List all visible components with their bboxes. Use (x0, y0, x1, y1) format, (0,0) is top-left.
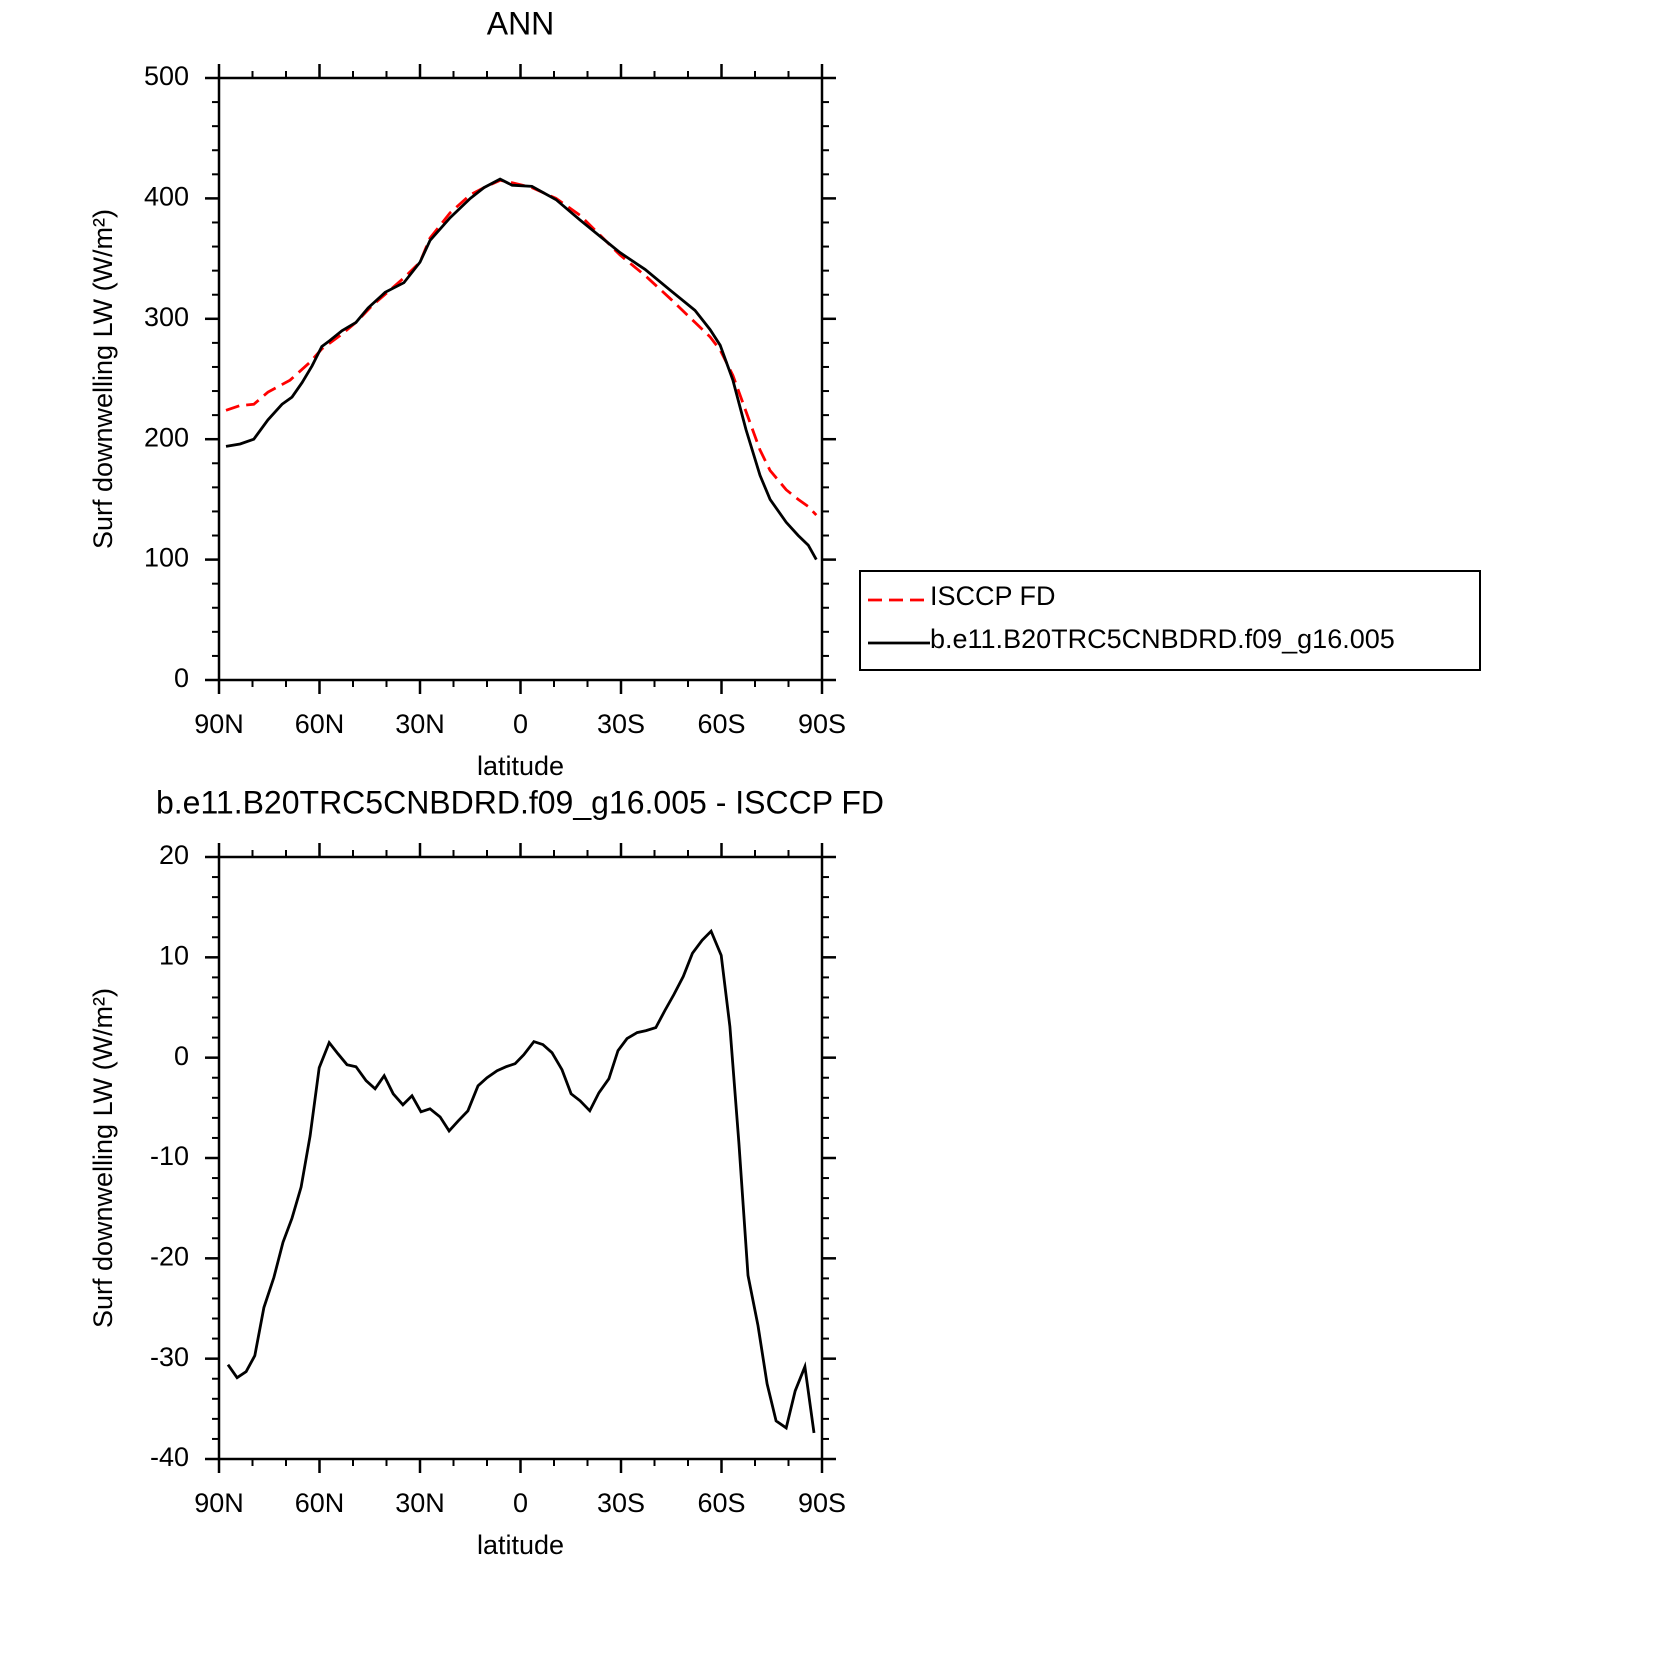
y-tick-label: 400 (144, 182, 189, 212)
data-line (226, 928, 816, 1434)
legend-label: ISCCP FD (930, 581, 1056, 611)
y-tick-label: 300 (144, 302, 189, 332)
y-tick-label: -20 (150, 1241, 189, 1271)
y-tick-label: 200 (144, 422, 189, 452)
y-tick-label: -30 (150, 1342, 189, 1372)
y-tick-label: -10 (150, 1141, 189, 1171)
data-line (225, 178, 818, 517)
x-tick-label: 90N (194, 709, 244, 739)
x-tick-label: 90S (798, 1488, 846, 1518)
legend-label: b.e11.B20TRC5CNBDRD.f09_g16.005 (930, 624, 1395, 654)
x-tick-label: 60N (295, 1488, 345, 1518)
y-axis-label: Surf downwelling LW (W/m²) (88, 209, 118, 549)
y-axis-label: Surf downwelling LW (W/m²) (88, 988, 118, 1328)
y-tick-label: -40 (150, 1442, 189, 1472)
x-tick-label: 30N (395, 1488, 445, 1518)
x-tick-label: 60S (697, 709, 745, 739)
x-tick-label: 30S (597, 1488, 645, 1518)
x-axis-label: latitude (477, 1530, 564, 1560)
x-tick-label: 30N (395, 709, 445, 739)
x-tick-label: 0 (513, 1488, 528, 1518)
chart-title: b.e11.B20TRC5CNBDRD.f09_g16.005 - ISCCP … (156, 784, 884, 820)
data-line (225, 177, 818, 561)
y-tick-label: 500 (144, 61, 189, 91)
y-tick-label: 0 (174, 663, 189, 693)
legend-box (859, 570, 1481, 671)
y-tick-label: 0 (174, 1041, 189, 1071)
plot-frame (217, 855, 824, 1461)
y-tick-label: 10 (159, 940, 189, 970)
x-axis-label: latitude (477, 751, 564, 781)
y-tick-label: 100 (144, 543, 189, 573)
y-tick-label: 20 (159, 840, 189, 870)
x-tick-label: 90N (194, 1488, 244, 1518)
x-tick-label: 0 (513, 709, 528, 739)
x-tick-label: 90S (798, 709, 846, 739)
x-tick-label: 30S (597, 709, 645, 739)
x-tick-label: 60S (697, 1488, 745, 1518)
chart-title: ANN (487, 5, 555, 41)
x-tick-label: 60N (295, 709, 345, 739)
